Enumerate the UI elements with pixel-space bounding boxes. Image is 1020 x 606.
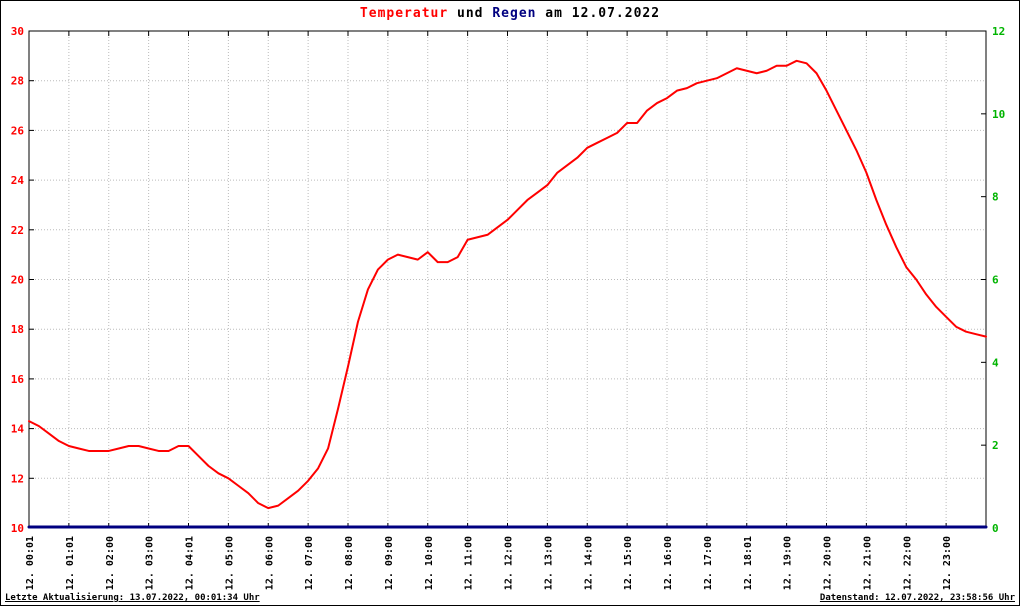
svg-text:12. 21:00: 12. 21:00	[862, 536, 873, 590]
svg-text:12. 15:00: 12. 15:00	[623, 536, 634, 590]
svg-text:12. 06:00: 12. 06:00	[264, 536, 275, 590]
svg-text:8: 8	[992, 191, 999, 204]
title-und: und	[448, 6, 493, 21]
svg-text:12. 10:00: 12. 10:00	[424, 536, 435, 590]
svg-text:10: 10	[11, 522, 24, 535]
svg-text:16: 16	[11, 373, 25, 386]
gridlines	[29, 31, 986, 528]
svg-text:12. 05:00: 12. 05:00	[224, 536, 235, 590]
svg-text:12. 19:00: 12. 19:00	[783, 536, 794, 590]
svg-text:12. 02:00: 12. 02:00	[105, 536, 116, 590]
title-date: am 12.07.2022	[536, 6, 661, 21]
svg-text:12. 23:00: 12. 23:00	[942, 536, 953, 590]
svg-text:4: 4	[992, 356, 999, 369]
footer-data-state: Datenstand: 12.07.2022, 23:58:56 Uhr	[819, 593, 1015, 603]
svg-text:2: 2	[992, 439, 999, 452]
svg-text:12. 13:00: 12. 13:00	[543, 536, 554, 590]
svg-text:0: 0	[992, 522, 999, 535]
svg-text:12. 17:00: 12. 17:00	[703, 536, 714, 590]
chart-title: Temperatur und Regen am 12.07.2022	[1, 6, 1019, 21]
svg-text:14: 14	[11, 423, 25, 436]
svg-text:12: 12	[992, 25, 1005, 38]
svg-text:26: 26	[11, 124, 25, 137]
footer-last-update: Letzte Aktualisierung: 13.07.2022, 00:01…	[5, 593, 260, 603]
y-left-tick-labels: 10 12 14 16 18 20 22 24 26 28 30	[11, 25, 25, 535]
svg-text:12. 16:00: 12. 16:00	[663, 536, 674, 590]
svg-text:24: 24	[11, 174, 25, 187]
svg-text:20: 20	[11, 274, 24, 287]
x-tick-labels: 12. 00:01 12. 01:01 12. 02:00 12. 03:00 12. …	[25, 536, 953, 590]
y-right-tick-labels: 0 2 4 6 8 10 12	[992, 25, 1005, 535]
svg-text:18: 18	[11, 323, 24, 336]
svg-text:12. 07:00: 12. 07:00	[304, 536, 315, 590]
title-temperatur: Temperatur	[359, 6, 449, 21]
title-regen: Regen	[492, 6, 537, 21]
series-temperatur	[28, 59, 987, 510]
svg-text:6: 6	[992, 274, 999, 287]
svg-text:12. 00:01: 12. 00:01	[25, 536, 36, 590]
svg-text:12. 01:01: 12. 01:01	[65, 536, 76, 590]
svg-text:12. 08:00: 12. 08:00	[344, 536, 355, 590]
svg-text:12. 11:00: 12. 11:00	[464, 536, 475, 590]
svg-text:12. 12:00: 12. 12:00	[504, 536, 515, 590]
svg-text:12. 04:01: 12. 04:01	[185, 536, 196, 590]
svg-text:12. 03:00: 12. 03:00	[145, 536, 156, 590]
svg-text:12. 14:00: 12. 14:00	[583, 536, 594, 590]
svg-text:12. 09:00: 12. 09:00	[384, 536, 395, 590]
svg-text:12. 22:00: 12. 22:00	[902, 536, 913, 590]
svg-text:30: 30	[11, 25, 24, 38]
svg-text:22: 22	[11, 224, 24, 237]
svg-text:12. 20:00: 12. 20:00	[823, 536, 834, 590]
axis-ticks	[28, 30, 987, 529]
svg-text:12. 18:01: 12. 18:01	[743, 536, 754, 590]
svg-text:10: 10	[992, 108, 1005, 121]
svg-text:28: 28	[11, 75, 24, 88]
svg-text:12: 12	[11, 472, 24, 485]
